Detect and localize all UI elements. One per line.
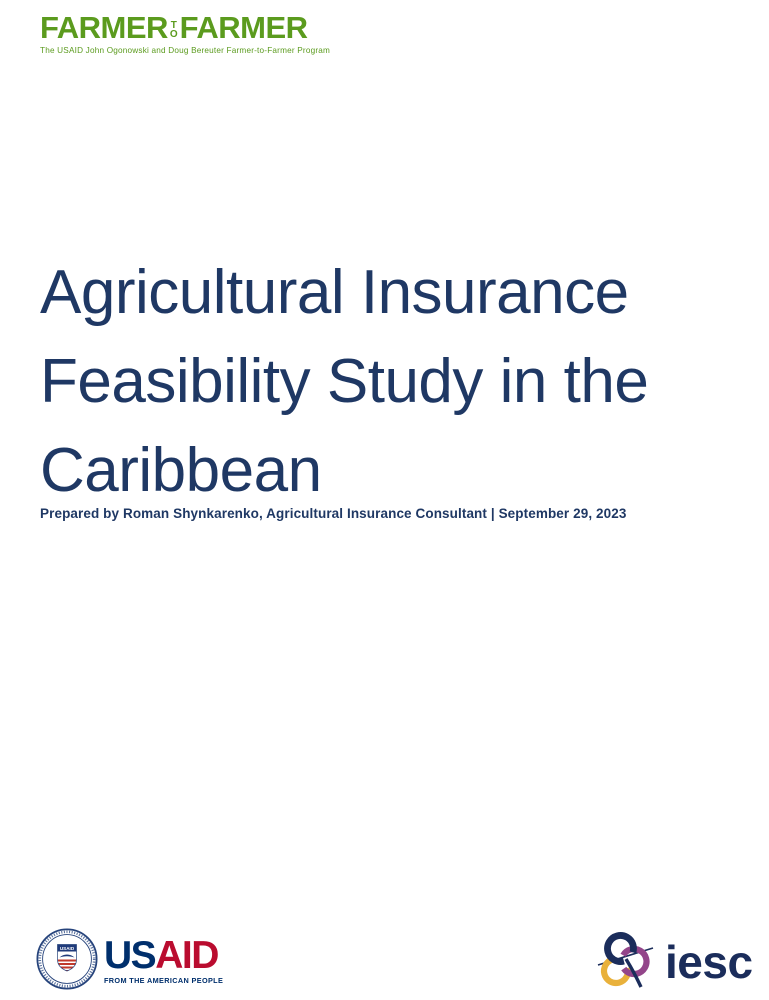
cover-title-line-3: Caribbean xyxy=(40,436,322,505)
farmer-word-right: FARMER xyxy=(179,10,308,45)
usaid-seal-text: USAID xyxy=(60,946,75,951)
usaid-seal-icon: USAID xyxy=(36,928,98,995)
iesc-wordmark: iesc xyxy=(665,935,753,988)
usaid-logo: USAID USAID FROM THE AMERICAN PEOPLE xyxy=(36,928,223,995)
to-stack-top: T xyxy=(170,20,177,31)
iesc-loops-icon xyxy=(597,928,655,995)
farmer-word-left: FARMER xyxy=(40,10,168,45)
cover-byline: Prepared by Roman Shynkarenko, Agricultu… xyxy=(40,506,627,521)
usaid-tagline: FROM THE AMERICAN PEOPLE xyxy=(104,976,224,985)
to-stack: T O xyxy=(169,20,178,40)
cover-title: Agricultural Insurance Feasibility Study… xyxy=(40,248,649,515)
farmer-program-tagline: The USAID John Ogonowski and Doug Bereut… xyxy=(40,46,331,55)
iesc-logo: iesc xyxy=(597,928,753,995)
farmer-to-farmer-logo: FARMER T O FARMER The USAID John Ogonows… xyxy=(40,12,331,56)
farmer-to-farmer-wordmark: FARMER T O FARMER xyxy=(40,12,330,44)
usaid-word-us: US xyxy=(104,934,157,977)
usaid-wordmark: USAID FROM THE AMERICAN PEOPLE xyxy=(104,936,224,985)
usaid-word: USAID xyxy=(104,936,223,975)
cover-title-line-2: Feasibility Study in the xyxy=(40,347,649,416)
cover-title-line-1: Agricultural Insurance xyxy=(40,258,629,327)
usaid-word-aid: AID xyxy=(155,934,219,977)
to-stack-bottom: O xyxy=(169,29,178,40)
